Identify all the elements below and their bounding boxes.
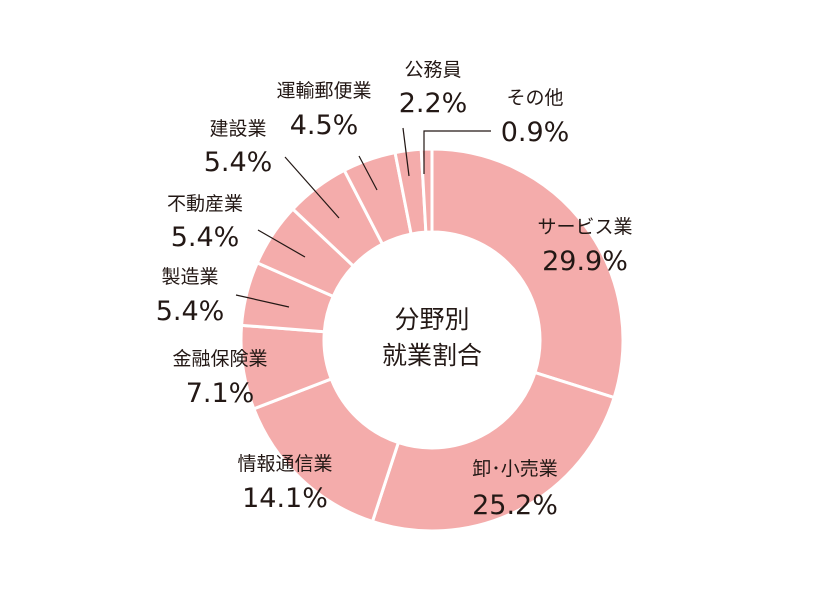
slice-category-label: 運輸郵便業 [276, 80, 371, 102]
slice-category-label: サービス業 [537, 216, 632, 238]
leader-line-6 [257, 229, 306, 258]
leader-line-8 [358, 155, 378, 191]
leader-line-10 [423, 130, 491, 174]
leader-line-9 [402, 127, 410, 177]
slice-value-label: 4.5% [290, 110, 359, 141]
slice-value-label: 29.9% [542, 246, 628, 277]
slice-category-label: その他 [506, 87, 563, 109]
slice-value-label: 25.2% [472, 490, 558, 521]
slice-value-label: 5.4% [204, 147, 273, 178]
slice-value-label: 2.2% [399, 88, 468, 119]
slice-1 [430, 147, 625, 400]
leader-lines [235, 127, 491, 308]
slice-value-label: 7.1% [186, 378, 255, 409]
leader-line-5 [235, 294, 290, 308]
leader-line-7 [284, 156, 340, 219]
slice-value-label: 5.4% [171, 222, 240, 253]
slice-category-label: 建設業 [209, 118, 266, 140]
slice-category-label: 金融保険業 [172, 348, 267, 370]
slice-category-label: 製造業 [161, 266, 218, 288]
slice-category-label: 情報通信業 [237, 453, 332, 475]
slice-value-label: 14.1% [242, 483, 328, 514]
slice-labels: サービス業 29.9% 卸･小売業 25.2% 情報通信業 14.1% 金融保険業 7.1% 製… [156, 59, 633, 521]
slice-value-label: 0.9% [501, 117, 570, 148]
slice-category-label: 卸･小売業 [472, 458, 558, 480]
slice-category-label: 公務員 [404, 59, 461, 81]
donut-slices [239, 147, 625, 533]
center-label-line-1: 分野別 [394, 305, 469, 334]
slice-2 [370, 371, 616, 533]
center-label-line-2: 就業割合 [382, 341, 482, 370]
slice-category-label: 不動産業 [167, 193, 243, 215]
slice-value-label: 5.4% [156, 296, 225, 327]
